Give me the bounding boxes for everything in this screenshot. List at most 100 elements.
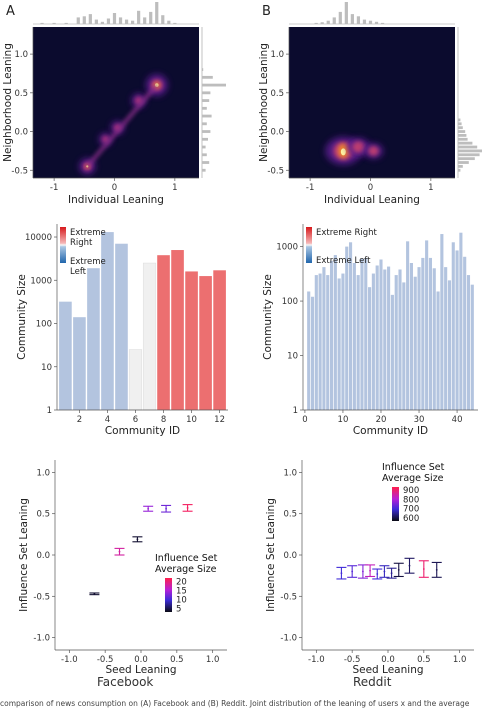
reddit-y-axis-title: Community Size (262, 274, 274, 360)
reddit-bar (444, 267, 448, 410)
reddit-bar (337, 278, 341, 410)
fb-bar (171, 250, 184, 410)
fb-legend-label: 5 (176, 604, 181, 614)
fb-right-marginal-bar (202, 130, 211, 133)
panel-letter-b: B (262, 4, 271, 19)
reddit-density-panel: -1 0 1 -0.5 0.0 0.5 1.0 Individual Leaning Neigh… (258, 2, 482, 206)
fb-right-marginal-bar (202, 137, 208, 141)
reddit-error-point (347, 565, 358, 578)
fb-x-axis-title: Seed Leaning (105, 664, 176, 676)
fb-bar (128, 349, 143, 411)
reddit-right-marginal-bar (458, 157, 475, 161)
reddit-x-axis-title: Seed Leaning (352, 664, 423, 676)
fb-y-tick-label: 0.5 (14, 89, 28, 99)
reddit-hotspot (363, 143, 384, 159)
fb-legend-label: 10 (176, 595, 187, 605)
fb-bar (199, 276, 212, 410)
reddit-top-marginal-bar (338, 11, 342, 24)
reddit-y-tick-label: 0.5 (270, 89, 284, 99)
reddit-bar (421, 257, 425, 410)
reddit-x-tick-label: 0 (368, 183, 373, 193)
reddit-top-marginal-bar (368, 20, 373, 24)
reddit-y-tick-label: 0.0 (283, 551, 297, 561)
reddit-x-tick-label: 0 (302, 415, 307, 425)
reddit-y-tick-label: 1.0 (283, 468, 297, 478)
reddit-bar (402, 282, 406, 410)
reddit-legend-colorbar (306, 227, 312, 263)
fb-x-tick-label: -0.5 (97, 655, 114, 665)
fb-right-marginal-bar (202, 68, 204, 71)
reddit-y-tick-label: 10 (287, 352, 298, 362)
reddit-top-marginal-bar (374, 21, 379, 24)
fb-top-marginal-bar (149, 11, 153, 24)
reddit-bar (348, 242, 353, 410)
fb-x-tick-label: 0.0 (134, 655, 148, 665)
fb-error-point (143, 505, 154, 512)
fb-legend-top: Extreme Right (70, 228, 106, 248)
reddit-bar (371, 273, 375, 410)
reddit-top-marginal-bar (380, 22, 385, 24)
reddit-top-marginal-bar (362, 19, 367, 24)
reddit-bar (470, 284, 474, 410)
reddit-legend-label: 700 (403, 505, 419, 515)
reddit-bar (428, 257, 433, 410)
reddit-x-axis-title: Individual Leaning (324, 194, 420, 206)
reddit-y-axis-title: Neighborhood Leaning (258, 43, 270, 162)
reddit-bar (455, 250, 459, 410)
fb-top-marginal-bar (106, 18, 111, 24)
reddit-bar (387, 266, 391, 410)
fb-x-axis-title: Individual Leaning (68, 194, 164, 206)
fb-influence-panel: -1.0 -0.5 0.0 0.5 1.0 -1.0 -0.5 0.0 0.5 1.0 Seed L… (18, 460, 227, 676)
panel-letter-a: A (6, 4, 15, 19)
fb-top-marginal-bar (143, 17, 147, 24)
reddit-bar (447, 280, 452, 410)
reddit-right-marginal-bar (458, 130, 466, 133)
reddit-x-tick-label: 0.5 (417, 655, 431, 665)
fb-density-panel: -1 0 1 -0.5 0.0 0.5 1.0 Individual Leaning Neigh… (2, 2, 226, 206)
fb-bar (115, 243, 128, 410)
fb-top-marginal-bar (40, 22, 44, 24)
reddit-y-tick-label: 1.0 (270, 50, 284, 60)
reddit-right-marginal-bar (458, 153, 480, 157)
reddit-bar (314, 275, 318, 410)
reddit-bar (307, 291, 311, 410)
fb-top-marginal-bar (167, 20, 171, 24)
figure-caption: comparison of news consumption on (A) Fa… (0, 699, 470, 708)
reddit-bar (394, 275, 398, 410)
reddit-error-point (393, 562, 404, 578)
reddit-legend-label: 900 (403, 486, 419, 496)
reddit-right-marginal-bar (458, 149, 482, 153)
reddit-bar (413, 276, 417, 410)
fb-bar (185, 271, 198, 410)
fb-legend-colorbar (165, 578, 172, 612)
fb-right-marginal-bar (202, 99, 210, 102)
fb-right-marginal-bar (202, 153, 207, 157)
reddit-y-axis-title: Influence Set Leaning (265, 498, 277, 612)
fb-y-tick-label: 10000 (25, 233, 52, 243)
fb-x-tick-label: 12 (214, 415, 225, 425)
fb-x-tick-label: 10 (186, 415, 197, 425)
reddit-bar (326, 275, 330, 410)
reddit-bar (345, 246, 349, 410)
fb-x-tick-label: 1 (172, 183, 177, 193)
reddit-bar (390, 294, 394, 410)
fb-x-tick-label: 0.5 (170, 655, 184, 665)
reddit-bar (432, 268, 436, 410)
fb-top-marginal-bar (94, 19, 98, 24)
platform-label-reddit: Reddit (353, 675, 392, 689)
reddit-y-tick-label: 0.0 (270, 128, 284, 138)
fb-y-axis-title: Influence Set Leaning (18, 498, 30, 612)
reddit-bar (463, 256, 467, 410)
reddit-bar (322, 267, 326, 410)
fb-y-tick-label: 10 (41, 363, 52, 373)
fb-y-tick-label: 100 (36, 320, 52, 330)
platform-label-facebook: Facebook (97, 675, 154, 689)
fb-top-marginal-bar (137, 10, 141, 24)
fb-bar (213, 270, 226, 410)
reddit-y-tick-label: -0.5 (280, 592, 297, 602)
fb-error-point (89, 592, 100, 596)
fb-bar (101, 232, 114, 410)
fb-x-tick-label: 6 (133, 415, 138, 425)
fb-top-marginal-bar (112, 13, 117, 24)
fb-community-panel: 2 4 6 8 10 12 1 10 100 1000 10000 Community ID Commu… (16, 224, 228, 437)
